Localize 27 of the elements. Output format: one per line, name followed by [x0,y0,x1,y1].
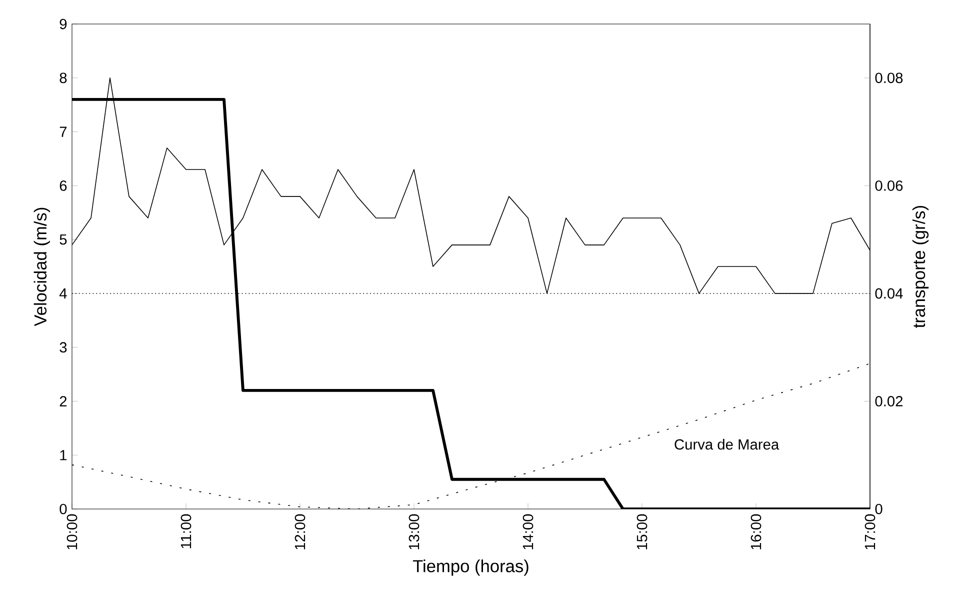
y2-tick-label: 0.08 [875,72,903,84]
x-tick-label: 17:00 [864,514,876,550]
x-tick-label: 14:00 [522,514,534,550]
y2-tick-label: 0.04 [875,288,903,299]
x-tick-label: 11:00 [180,514,192,548]
x-tick-label: 15:00 [636,514,648,550]
y-tick-label: 4 [59,288,67,298]
y-tick-label: 7 [60,126,67,137]
y-tick-label: 3 [60,342,67,353]
y-tick-label: 8 [60,72,67,84]
y2-tick-label: 0 [875,504,882,514]
y-tick-label: 2 [60,396,67,406]
series-label: Curva de Marea [674,438,780,450]
y2-tick-label: 0.02 [875,396,903,406]
y2-tick-label: 0.06 [875,180,903,191]
y-tick-label: 6 [60,180,67,191]
x-tick-label: 16:00 [750,514,762,550]
x-tick-label: 13:00 [408,514,420,550]
x-tick-label: 12:00 [294,514,306,550]
x-tick-label: 10:00 [66,514,78,550]
x-axis-title: Tiempo (horas) [412,560,528,576]
y-tick-label: 9 [60,18,67,30]
y-tick-label: 5 [60,234,67,245]
y-axis-title: Velocidad (m/s) [34,208,50,326]
y-tick-label: 1 [60,450,67,460]
y2-axis-title: transporte (gr/s) [912,206,929,328]
y-tick-label: 0 [60,504,67,514]
